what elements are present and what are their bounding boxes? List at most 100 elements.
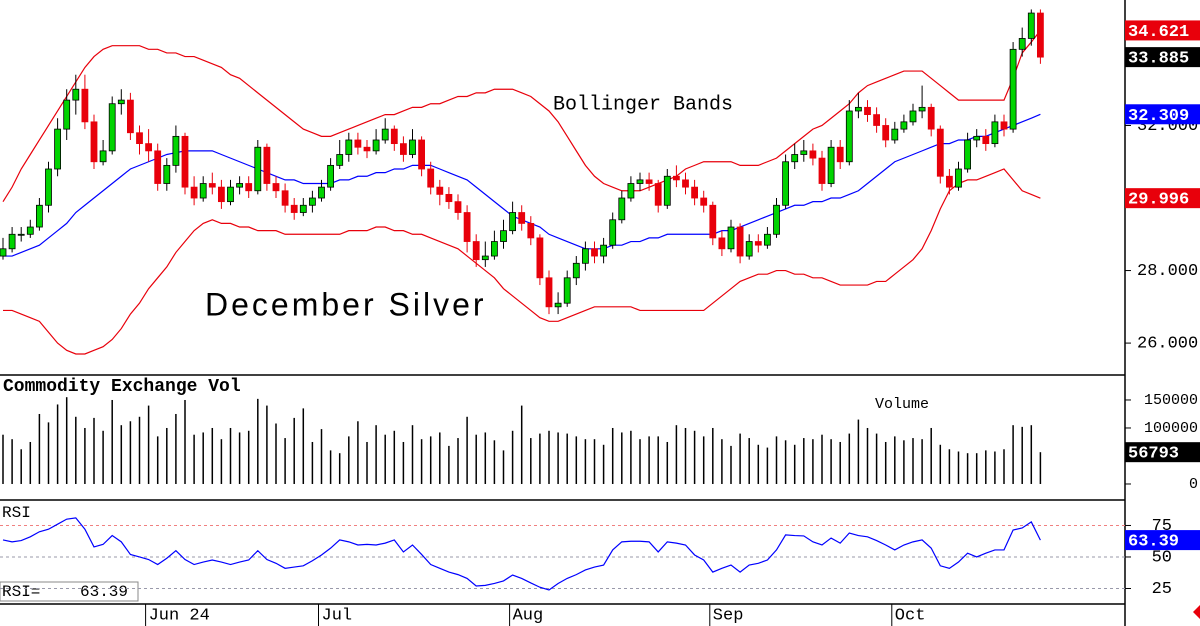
rsi-readout-box bbox=[0, 581, 139, 602]
x-tick-label: Sep bbox=[713, 606, 744, 625]
last-value-label: 29.996 bbox=[1128, 191, 1189, 210]
candle-body bbox=[700, 197, 708, 206]
candle-body bbox=[0, 248, 7, 257]
candle-body bbox=[909, 110, 917, 123]
candle-body bbox=[427, 168, 435, 188]
y-tick-label: 25 bbox=[1152, 580, 1172, 599]
candle-body bbox=[318, 186, 325, 199]
x-tick-label: Oct bbox=[895, 606, 926, 625]
candle-body bbox=[982, 135, 990, 145]
last-value-label: 32.309 bbox=[1128, 107, 1189, 126]
candle-body bbox=[454, 201, 462, 213]
candle-body bbox=[117, 99, 125, 105]
candle-body bbox=[518, 212, 526, 224]
candle-body bbox=[190, 186, 198, 199]
candle-body bbox=[481, 255, 489, 261]
candle-body bbox=[600, 244, 607, 257]
candle-body bbox=[345, 139, 353, 155]
candle-body bbox=[818, 157, 826, 184]
candle-body bbox=[627, 183, 635, 199]
candle-body bbox=[127, 99, 134, 134]
candle-body bbox=[472, 241, 480, 261]
candle-body bbox=[281, 190, 289, 206]
candle-body bbox=[418, 139, 426, 170]
candle-body bbox=[372, 139, 380, 152]
candle-body bbox=[72, 88, 80, 101]
x-tick-label: Aug bbox=[513, 606, 544, 625]
candle-body bbox=[1037, 12, 1044, 58]
candle-body bbox=[836, 146, 844, 163]
candle-body bbox=[509, 212, 517, 232]
candle-body bbox=[946, 175, 953, 188]
candle-body bbox=[181, 135, 189, 188]
rsi-readout-label: RSI= bbox=[2, 583, 40, 601]
candle-body bbox=[1018, 38, 1026, 50]
candle-body bbox=[754, 241, 762, 246]
candle-body bbox=[873, 114, 880, 126]
candle-body bbox=[463, 212, 471, 242]
candle-body bbox=[136, 132, 143, 145]
last-value-box bbox=[1125, 104, 1200, 125]
rsi-line bbox=[2, 517, 1041, 591]
candle-body bbox=[163, 164, 171, 184]
candle-body bbox=[272, 183, 280, 192]
candle-body bbox=[736, 226, 744, 257]
candle-body bbox=[745, 241, 753, 257]
candle-body bbox=[236, 183, 244, 188]
candle-body bbox=[827, 146, 835, 184]
candle-body bbox=[609, 219, 617, 246]
candle-body bbox=[927, 106, 935, 130]
candle-body bbox=[673, 175, 680, 181]
candle-body bbox=[436, 186, 444, 195]
candle-body bbox=[81, 88, 89, 123]
candle-body bbox=[208, 183, 216, 188]
candle-body bbox=[563, 277, 571, 304]
last-value-label: 63.39 bbox=[1128, 533, 1179, 552]
candle-body bbox=[245, 183, 253, 192]
candle-body bbox=[691, 186, 698, 199]
candle-body bbox=[63, 99, 71, 130]
last-value-box bbox=[1125, 188, 1200, 209]
candle-body bbox=[409, 139, 416, 155]
candle-body bbox=[54, 128, 61, 170]
candle-body bbox=[327, 164, 335, 188]
x-tick-label: Jun 24 bbox=[149, 606, 210, 625]
panel-title: Commodity Exchange Vol bbox=[3, 377, 241, 397]
chart-title: December Silver bbox=[205, 286, 487, 322]
candle-body bbox=[8, 233, 16, 250]
candle-body bbox=[217, 186, 225, 203]
candle-body bbox=[399, 143, 407, 155]
annotation: Bollinger Bands bbox=[553, 93, 733, 116]
candle-body bbox=[154, 150, 162, 184]
panel-label: Volume bbox=[875, 396, 929, 413]
candle-body bbox=[636, 179, 644, 184]
y-tick-label: 100000 bbox=[1144, 420, 1198, 437]
candle-body bbox=[682, 179, 689, 188]
x-tick-label: Jul bbox=[322, 606, 353, 625]
rsi-readout-value: 63.39 bbox=[80, 583, 128, 601]
candle-body bbox=[1009, 48, 1017, 130]
candle-body bbox=[718, 237, 726, 250]
band-line bbox=[2, 30, 1041, 202]
last-value-box bbox=[1125, 20, 1200, 41]
last-value-label: 56793 bbox=[1128, 445, 1179, 464]
candle-body bbox=[263, 146, 271, 184]
candle-body bbox=[199, 183, 207, 199]
candle-body bbox=[99, 150, 107, 163]
candle-body bbox=[591, 248, 598, 257]
candle-body bbox=[172, 135, 180, 166]
candle-body bbox=[299, 204, 307, 213]
candle-body bbox=[26, 226, 34, 235]
candle-body bbox=[254, 146, 262, 192]
candle-body bbox=[500, 230, 507, 242]
candle-body bbox=[773, 204, 780, 235]
candle-body bbox=[1000, 121, 1008, 130]
candle-body bbox=[308, 197, 316, 206]
candle-body bbox=[145, 143, 153, 152]
candle-body bbox=[490, 241, 498, 257]
candle-body bbox=[964, 139, 971, 170]
candle-body bbox=[918, 106, 926, 112]
candle-body bbox=[582, 248, 589, 264]
last-value-box bbox=[1125, 47, 1200, 68]
